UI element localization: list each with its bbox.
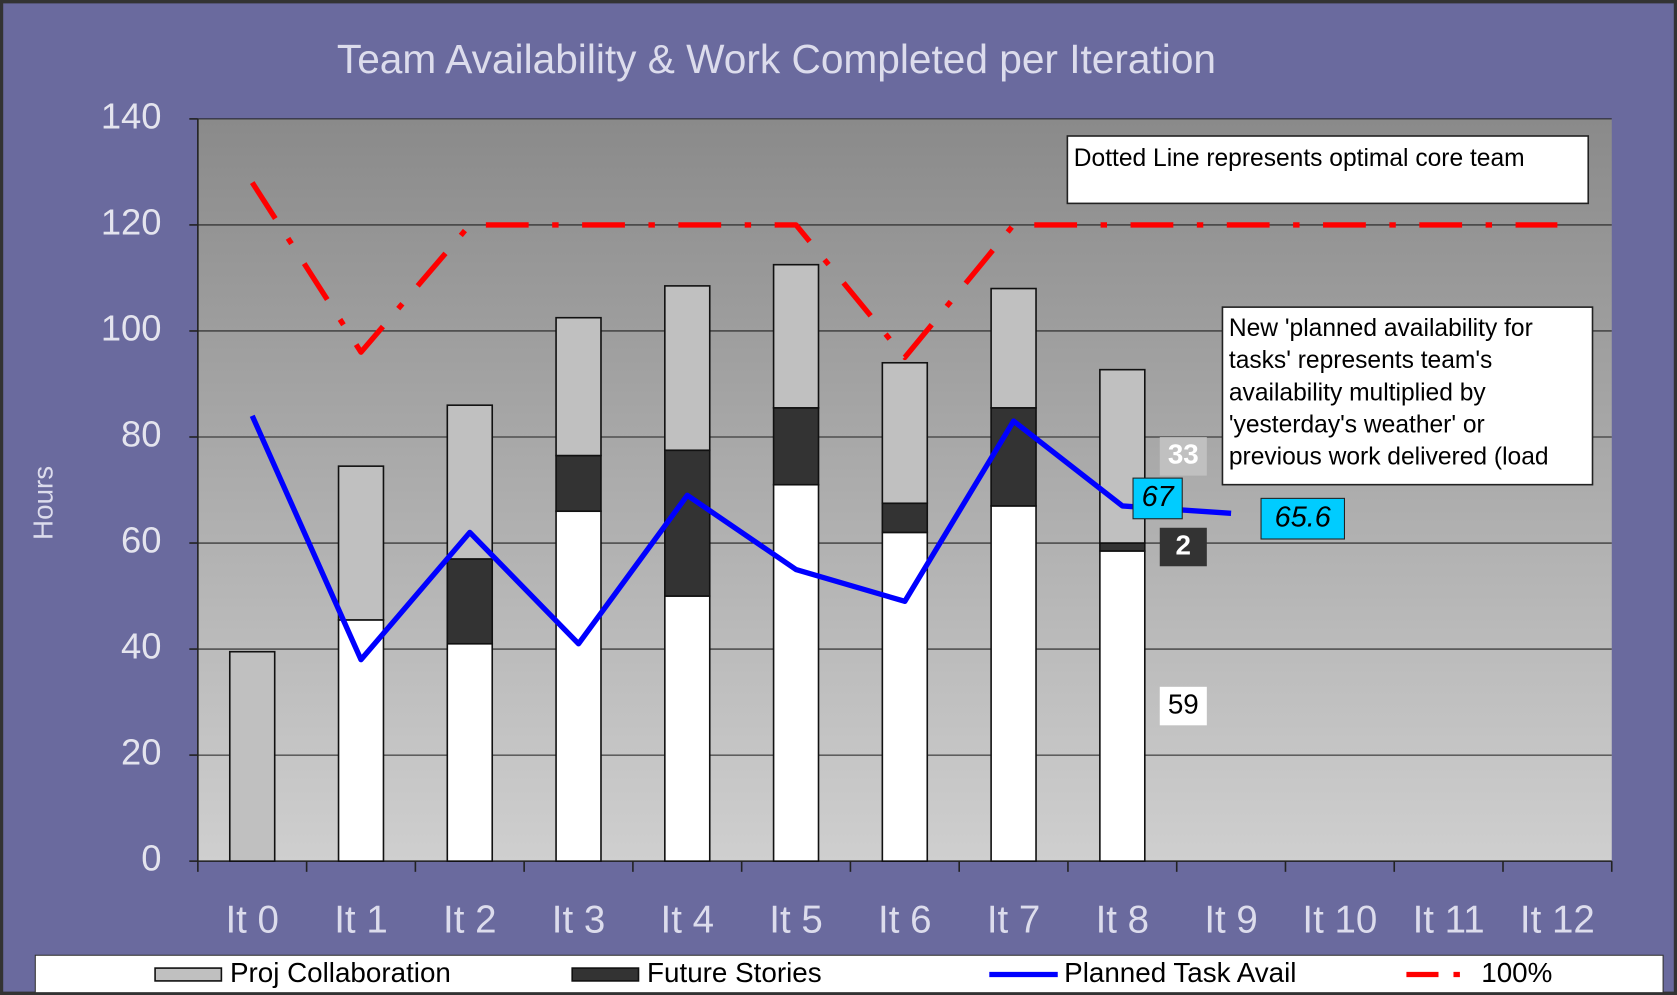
bar [337, 465, 385, 621]
x-tick-label: It 8 [1096, 898, 1150, 941]
x-tick-label: It 4 [661, 898, 715, 941]
data-label-box [1159, 527, 1207, 567]
bar [772, 263, 820, 409]
y-tick-label: 100 [101, 308, 162, 349]
data-label: 2 [1176, 529, 1191, 560]
annotation-text: previous work delivered (load [1229, 443, 1549, 470]
data-label: 59 [1168, 688, 1199, 719]
bar [555, 510, 602, 862]
y-tick-label: 140 [101, 96, 162, 137]
legend-label: Proj Collaboration [230, 957, 451, 988]
bar [446, 642, 494, 862]
legend-label: Future Stories [647, 957, 822, 988]
x-tick-label: It 10 [1302, 898, 1377, 941]
x-tick-label: It 5 [769, 898, 823, 941]
bar [228, 650, 276, 862]
bar [772, 407, 820, 486]
bar [664, 595, 711, 862]
y-tick-label: 120 [101, 202, 162, 243]
annotation-box [1221, 306, 1594, 486]
x-tick-label: It 12 [1520, 898, 1595, 941]
legend-label: 100% [1481, 957, 1552, 988]
legend-label: Planned Task Avail [1064, 957, 1296, 988]
data-label: 65.6 [1275, 501, 1332, 533]
legend-box [34, 954, 1664, 994]
bar [555, 316, 602, 457]
chart-title: Team Availability & Work Completed per I… [337, 36, 1216, 82]
data-label-box [1132, 477, 1183, 520]
x-tick-label: It 1 [334, 898, 388, 941]
data-label-group: 33 [1159, 437, 1207, 476]
data-label: 67 [1142, 481, 1175, 513]
annotation-text: Dotted Line represents optimal core team [1074, 145, 1525, 172]
data-label-group: 65.6 [1260, 497, 1345, 540]
bar [555, 454, 602, 513]
y-tick-label: 60 [121, 520, 161, 561]
x-tick-label: It 0 [225, 898, 279, 941]
legend-swatch [154, 967, 223, 982]
data-label-box [1260, 497, 1345, 540]
bar [881, 361, 929, 505]
bar [772, 483, 820, 862]
x-tick-label: It 7 [987, 898, 1041, 941]
line-series [249, 414, 1232, 663]
annotation-text: New 'planned availability for [1229, 315, 1533, 342]
annotation-text: 'yesterday's weather' or [1229, 411, 1485, 438]
data-label-group: 2 [1159, 527, 1207, 567]
data-label-group: 67 [1132, 477, 1183, 520]
x-tick-label: It 2 [443, 898, 497, 941]
legend-swatch [571, 967, 640, 982]
x-tick-label: It 6 [878, 898, 932, 941]
bar [446, 558, 494, 645]
data-label-box [1159, 686, 1207, 726]
y-tick-label: 20 [121, 732, 161, 773]
data-label-box [1159, 437, 1207, 476]
x-tick-label: It 3 [552, 898, 606, 941]
bar [990, 505, 1037, 862]
bar [1099, 550, 1146, 862]
data-label: 33 [1168, 439, 1199, 470]
y-axis-label: Hours [27, 466, 58, 540]
annotation-text: availability multiplied by [1229, 379, 1487, 406]
bar [881, 502, 929, 534]
x-tick-label: It 11 [1413, 898, 1485, 941]
annotation-text: tasks' represents team's [1229, 347, 1492, 374]
bar [664, 449, 711, 597]
y-tick-label: 0 [141, 838, 161, 879]
annotation-box [1066, 135, 1590, 205]
bar [1099, 542, 1146, 552]
y-tick-label: 40 [121, 626, 161, 667]
x-tick-label: It 9 [1204, 898, 1258, 941]
bar [881, 531, 929, 862]
line-series [249, 181, 1558, 361]
data-label-group: 59 [1159, 686, 1207, 726]
bar [990, 287, 1037, 409]
bar [664, 285, 711, 452]
y-tick-label: 80 [121, 414, 161, 455]
